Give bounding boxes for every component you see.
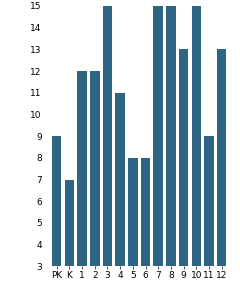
Bar: [166, 6, 176, 296]
Bar: [179, 49, 188, 296]
Bar: [90, 71, 100, 296]
Bar: [115, 93, 125, 296]
Bar: [141, 158, 150, 296]
Bar: [128, 158, 138, 296]
Bar: [154, 6, 163, 296]
Bar: [103, 6, 112, 296]
Bar: [77, 71, 87, 296]
Bar: [192, 6, 201, 296]
Bar: [65, 180, 74, 296]
Bar: [217, 49, 227, 296]
Bar: [204, 136, 214, 296]
Bar: [52, 136, 61, 296]
